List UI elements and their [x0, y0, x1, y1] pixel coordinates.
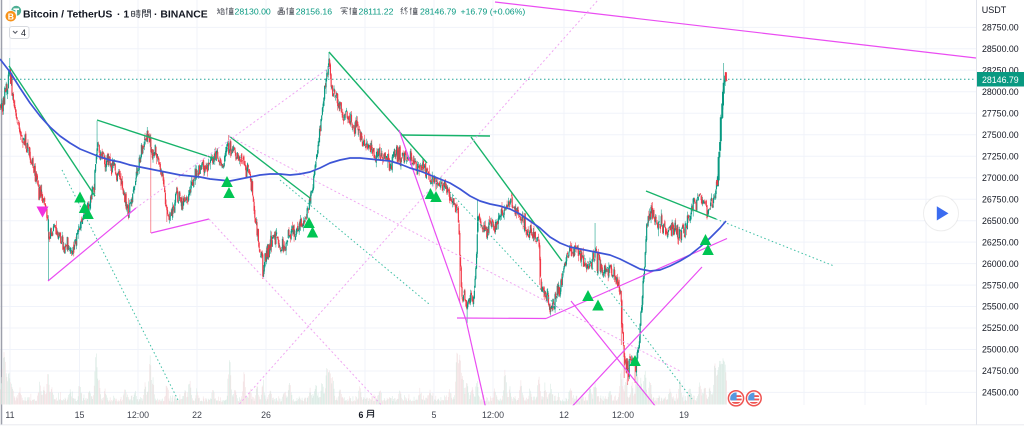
svg-text:27750.00: 27750.00 — [982, 109, 1019, 119]
svg-text:25250.00: 25250.00 — [982, 323, 1019, 333]
svg-text:28750.00: 28750.00 — [982, 23, 1019, 33]
svg-text:25000.00: 25000.00 — [982, 345, 1019, 355]
svg-text:5: 5 — [432, 410, 437, 420]
svg-text:4: 4 — [21, 28, 26, 38]
svg-text:USDT: USDT — [982, 5, 1007, 15]
svg-text:26250.00: 26250.00 — [982, 237, 1019, 247]
svg-text:27000.00: 27000.00 — [982, 173, 1019, 183]
svg-text:+16.79 (+0.06%): +16.79 (+0.06%) — [461, 7, 526, 17]
svg-text:26500.00: 26500.00 — [982, 216, 1019, 226]
svg-text:12: 12 — [559, 410, 569, 420]
svg-text:25500.00: 25500.00 — [982, 302, 1019, 312]
svg-text:· BINANCE: · BINANCE — [154, 10, 208, 21]
svg-text:Bitcoin / TetherUS: Bitcoin / TetherUS — [23, 10, 112, 21]
svg-text:· 1: · 1 — [117, 10, 129, 21]
svg-text:28111.22: 28111.22 — [359, 7, 394, 17]
svg-text:28130.00: 28130.00 — [235, 7, 271, 17]
svg-text:11: 11 — [5, 410, 14, 420]
svg-text:26: 26 — [261, 410, 271, 420]
svg-text:22: 22 — [192, 410, 202, 420]
svg-text:28000.00: 28000.00 — [982, 87, 1019, 97]
svg-text:28146.79: 28146.79 — [982, 75, 1019, 85]
svg-text:24500.00: 24500.00 — [982, 388, 1019, 398]
svg-text:12:00: 12:00 — [612, 410, 634, 420]
svg-text:12:00: 12:00 — [482, 410, 504, 420]
svg-text:26000.00: 26000.00 — [982, 259, 1019, 269]
svg-text:24750.00: 24750.00 — [982, 366, 1019, 376]
svg-text:28156.16: 28156.16 — [296, 7, 332, 17]
svg-text:6: 6 — [359, 410, 364, 420]
svg-text:19: 19 — [679, 410, 689, 420]
svg-text:12:00: 12:00 — [127, 410, 149, 420]
svg-text:25750.00: 25750.00 — [982, 280, 1019, 290]
svg-text:28500.00: 28500.00 — [982, 44, 1019, 54]
svg-text:15: 15 — [75, 410, 85, 420]
svg-text:28146.79: 28146.79 — [420, 7, 456, 17]
svg-text:28250.00: 28250.00 — [982, 66, 1019, 76]
svg-text:27250.00: 27250.00 — [982, 151, 1019, 161]
svg-text:27500.00: 27500.00 — [982, 130, 1019, 140]
svg-text:B: B — [8, 11, 14, 21]
svg-text:26750.00: 26750.00 — [982, 194, 1019, 204]
